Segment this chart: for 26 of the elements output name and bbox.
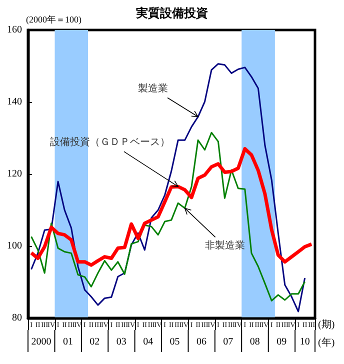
- y-axis-title: (2000年＝100): [26, 14, 82, 24]
- x-tick-label: 10: [300, 336, 310, 348]
- y-tick-label: 160: [7, 24, 22, 36]
- x-tick-label: 07: [223, 336, 234, 348]
- annotation: 非製造業: [204, 240, 245, 252]
- y-tick-label: 120: [7, 168, 22, 180]
- x-tick-label: 02: [90, 336, 100, 348]
- annotation: 設備投資（ＧＤＰベース）: [50, 136, 170, 148]
- x-tick-label: 06: [196, 336, 206, 348]
- x-axis-title: (年): [318, 336, 335, 348]
- x-tick-label: 08: [250, 336, 260, 348]
- line-series: [30, 63, 306, 312]
- x-tick-label: 03: [116, 336, 126, 348]
- line-series: [30, 147, 314, 267]
- y-tick-label: 100: [7, 240, 22, 252]
- annotation: 製造業: [138, 82, 168, 94]
- line-series: [30, 132, 306, 302]
- x-tick-label: 09: [276, 336, 287, 348]
- x-tick-label: 01: [62, 336, 73, 348]
- x-tick-label: 2000: [31, 336, 52, 348]
- y-tick-label: 80: [12, 312, 22, 324]
- text: (期): [318, 318, 335, 330]
- x-tick-label: 05: [170, 336, 180, 348]
- x-tick-label: 04: [143, 336, 154, 348]
- chart-title: 実質設備投資: [135, 6, 208, 20]
- y-tick-label: 140: [7, 96, 22, 108]
